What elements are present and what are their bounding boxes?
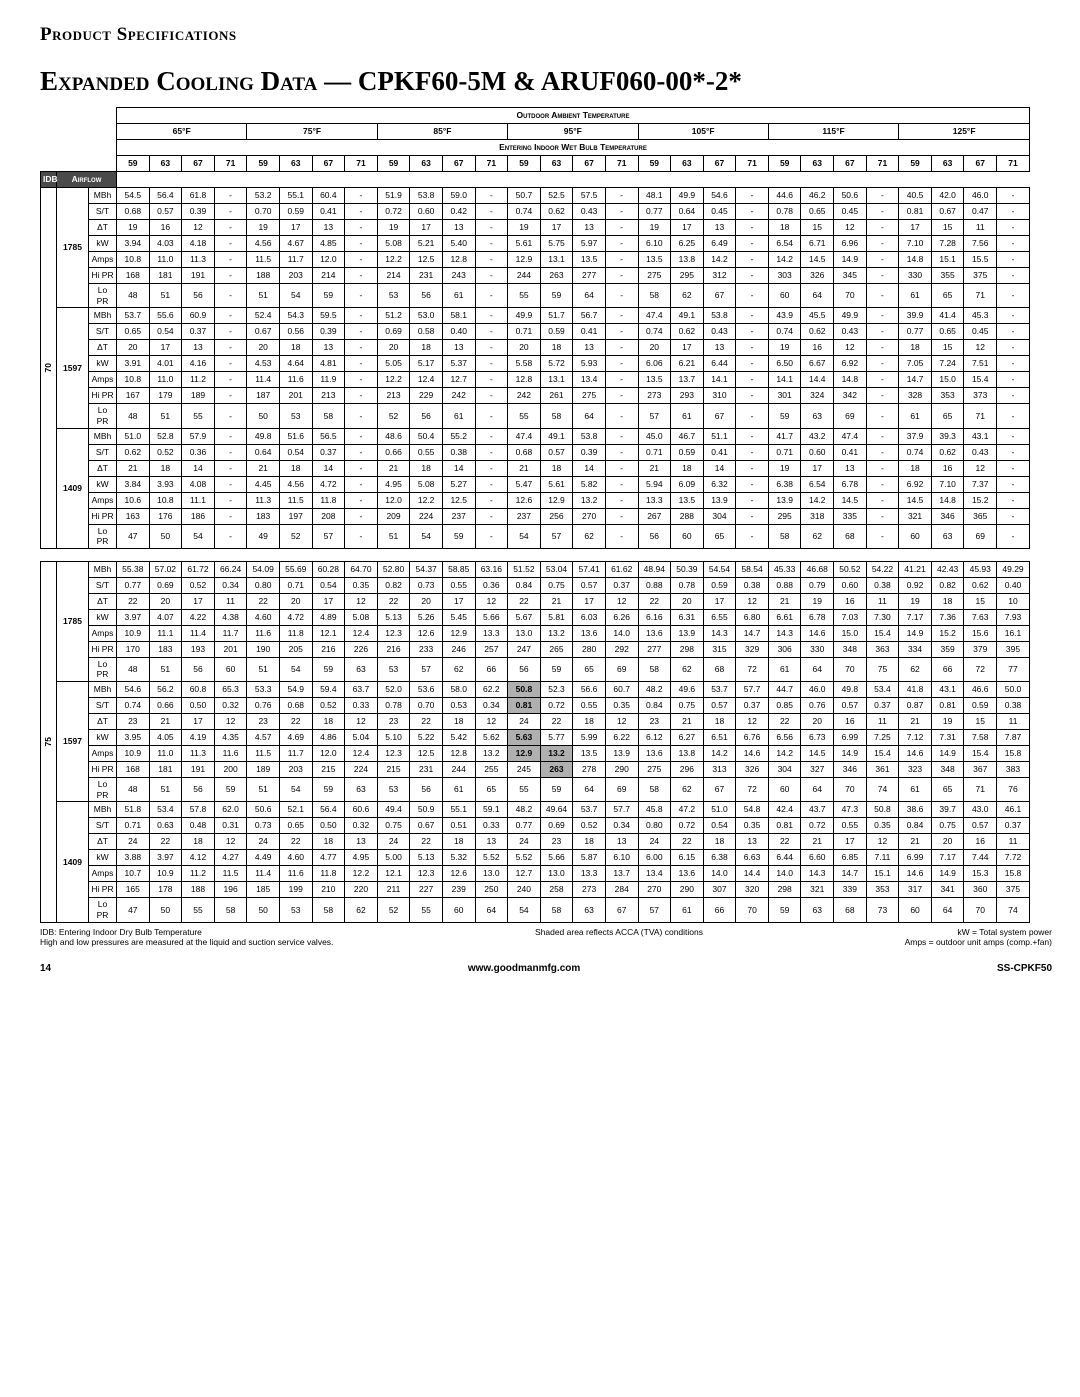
page-footer: 14 www.goodmanmfg.com SS-CPKF50 xyxy=(0,963,1080,974)
table-notes: IDB: Entering Indoor Dry Bulb Temperatur… xyxy=(40,927,1052,947)
page-header: Product Specifications xyxy=(40,24,1052,46)
cooling-data-table: Outdoor Ambient Temperature65°F75°F85°F9… xyxy=(40,107,1030,923)
page-title: Expanded Cooling Data — CPKF60-5M & ARUF… xyxy=(40,66,1052,97)
